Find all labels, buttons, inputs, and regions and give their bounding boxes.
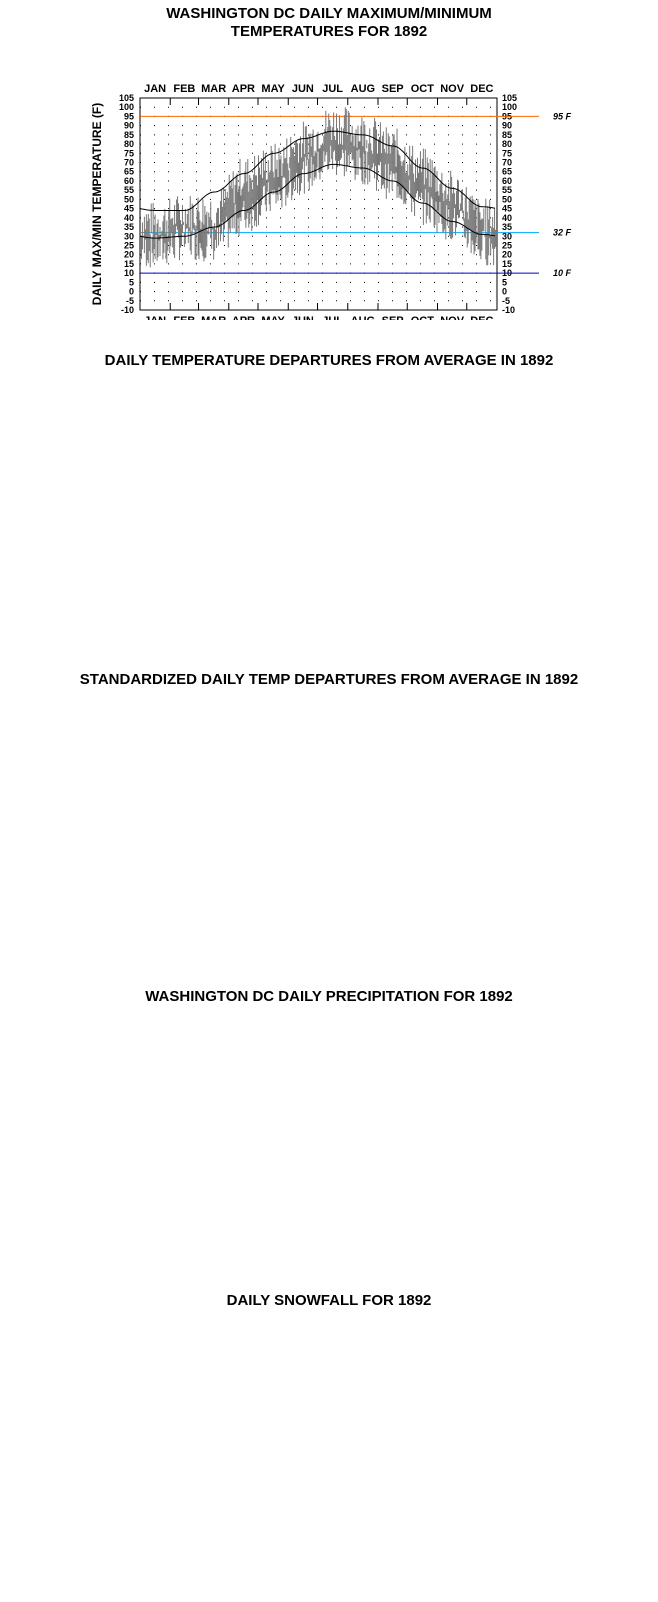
y-tick-right: 65: [502, 167, 512, 177]
y-tick-left: -5: [126, 296, 134, 306]
departure-chart-title: DAILY TEMPERATURE DEPARTURES FROM AVERAG…: [104, 352, 554, 369]
month-label-bottom: AUG: [351, 315, 375, 320]
y-tick-right: 60: [502, 176, 512, 186]
y-tick-right: 30: [502, 231, 512, 241]
y-tick-left: 100: [119, 102, 134, 112]
y-tick-left: 20: [124, 250, 134, 260]
month-label-top: JUL: [322, 83, 343, 95]
y-tick-left: 55: [124, 185, 134, 195]
standardized-chart-title: STANDARDIZED DAILY TEMP DEPARTURES FROM …: [79, 671, 579, 688]
y-tick-right: 25: [502, 240, 512, 250]
y-tick-right: 45: [502, 204, 512, 214]
temp-chart-title-line1: WASHINGTON DC DAILY MAXIMUM/MINIMUM: [166, 5, 492, 22]
month-label-top: OCT: [411, 83, 435, 95]
y-tick-right: 5: [502, 277, 507, 287]
y-tick-right: 35: [502, 222, 512, 232]
y-tick-right: 75: [502, 148, 512, 158]
month-label-bottom: MAR: [201, 315, 226, 320]
month-label-bottom: DEC: [470, 315, 493, 320]
y-tick-left: 85: [124, 130, 134, 140]
month-label-top: MAY: [261, 83, 285, 95]
y-tick-left: -10: [121, 305, 134, 315]
y-tick-right: 100: [502, 102, 517, 112]
y-tick-left: 75: [124, 148, 134, 158]
y-tick-right: 0: [502, 287, 507, 297]
y-tick-right: -10: [502, 305, 515, 315]
precip-chart-title: WASHINGTON DC DAILY PRECIPITATION FOR 18…: [145, 988, 513, 1005]
y-tick-left: 80: [124, 139, 134, 149]
y-tick-left: 105: [119, 93, 134, 103]
y-tick-left: 70: [124, 158, 134, 168]
month-label-top: FEB: [173, 83, 195, 95]
normal-high-curve: [139, 130, 496, 211]
y-tick-left: 25: [124, 240, 134, 250]
y-axis-label: DAILY MAX/MIN TEMPERATURE (F): [90, 103, 104, 305]
y-tick-right: 40: [502, 213, 512, 223]
y-tick-right: 50: [502, 194, 512, 204]
y-tick-left: 10: [124, 268, 134, 278]
y-tick-right: -5: [502, 296, 510, 306]
y-tick-left: 0: [129, 287, 134, 297]
month-label-bottom: JAN: [144, 315, 166, 320]
y-tick-left: 50: [124, 194, 134, 204]
snow-chart: 00112233445566778899101011111212JANJANFE…: [0, 0, 658, 310]
month-label-top: SEP: [382, 83, 404, 95]
y-tick-right: 85: [502, 130, 512, 140]
temp-chart-title-line2: TEMPERATURES FOR 1892: [230, 23, 428, 40]
y-tick-right: 15: [502, 259, 512, 269]
y-tick-left: 30: [124, 231, 134, 241]
month-label-top: AUG: [351, 83, 375, 95]
month-label-bottom: JUL: [322, 315, 343, 320]
month-label-bottom: MAY: [261, 315, 285, 320]
y-tick-left: 35: [124, 222, 134, 232]
reference-line-label: 95 F: [553, 111, 572, 121]
y-tick-left: 60: [124, 176, 134, 186]
y-tick-right: 105: [502, 93, 517, 103]
month-label-top: NOV: [440, 83, 465, 95]
month-label-top: JAN: [144, 83, 166, 95]
month-label-bottom: JUN: [292, 315, 314, 320]
y-tick-right: 80: [502, 139, 512, 149]
y-tick-left: 45: [124, 204, 134, 214]
month-label-bottom: APR: [232, 315, 255, 320]
month-label-bottom: FEB: [173, 315, 195, 320]
month-label-bottom: OCT: [411, 315, 435, 320]
month-label-top: DEC: [470, 83, 493, 95]
month-label-top: JUN: [292, 83, 314, 95]
y-tick-right: 20: [502, 250, 512, 260]
y-tick-right: 90: [502, 121, 512, 131]
snow-chart-title: DAILY SNOWFALL FOR 1892: [226, 1292, 432, 1309]
month-label-bottom: SEP: [382, 315, 404, 320]
reference-line-label: 32 F: [553, 228, 572, 238]
y-tick-left: 15: [124, 259, 134, 269]
normal-low-curve: [139, 163, 496, 239]
month-label-top: APR: [232, 83, 255, 95]
y-tick-left: 5: [129, 277, 134, 287]
plot-frame: [139, 97, 498, 311]
y-tick-left: 90: [124, 121, 134, 131]
y-tick-left: 95: [124, 111, 134, 121]
reference-line-label: 10 F: [553, 268, 572, 278]
y-tick-left: 65: [124, 167, 134, 177]
month-label-bottom: NOV: [440, 315, 465, 320]
month-label-top: MAR: [201, 83, 226, 95]
y-tick-right: 55: [502, 185, 512, 195]
y-tick-right: 70: [502, 158, 512, 168]
y-tick-left: 40: [124, 213, 134, 223]
